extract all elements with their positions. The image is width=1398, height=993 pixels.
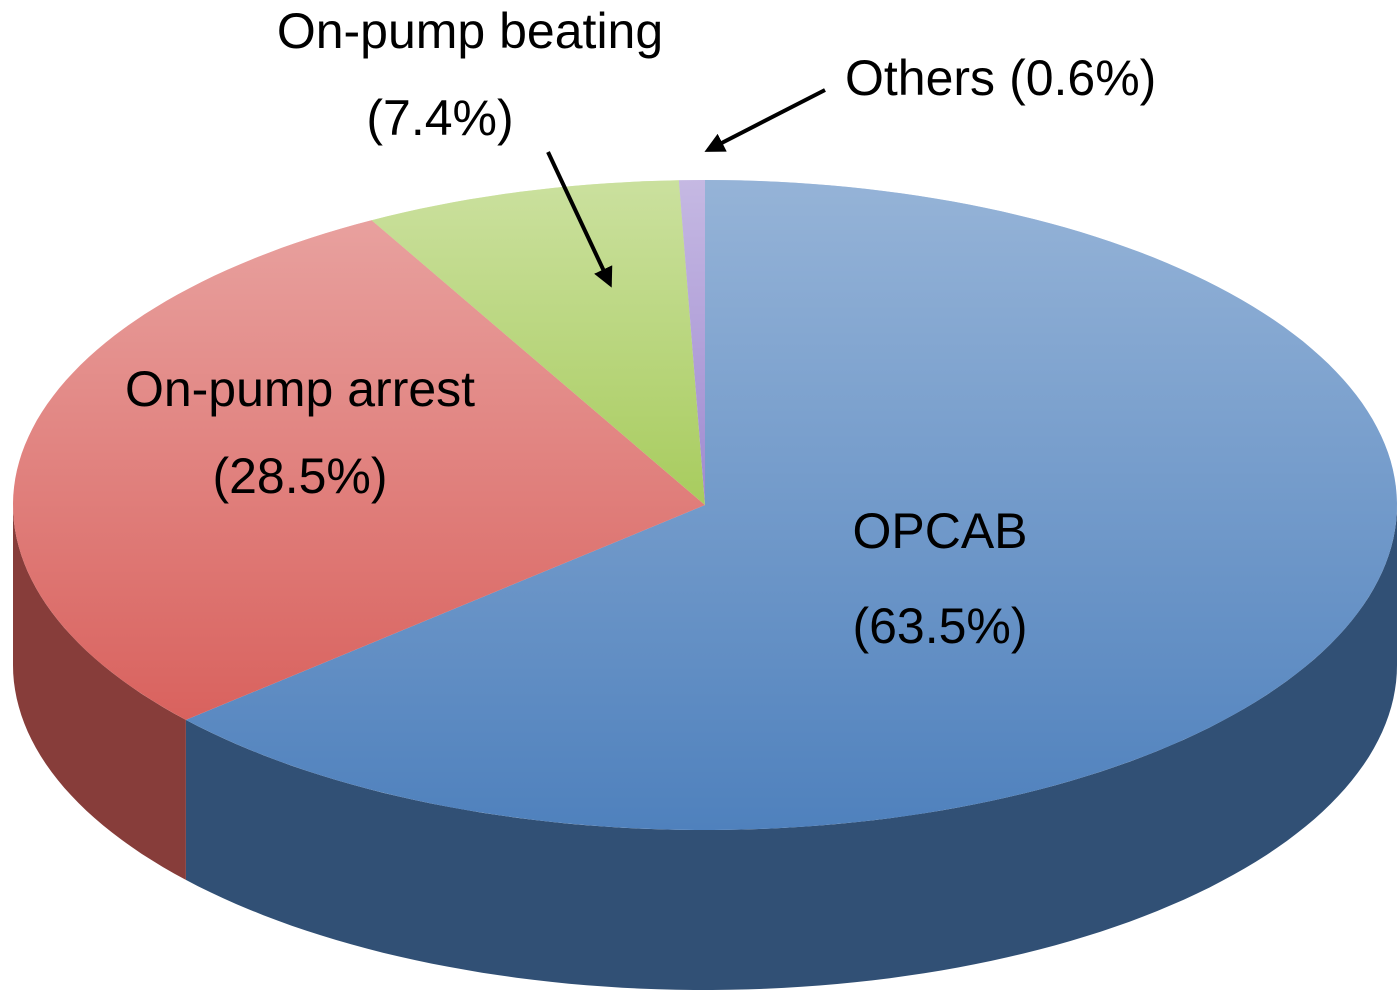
arrow: [704, 88, 826, 152]
slice-label: OPCAB: [852, 503, 1027, 559]
slice-shine: [185, 180, 1397, 830]
pie-tops: [13, 180, 1397, 830]
slice-label: On-pump beating: [277, 3, 663, 59]
value-label: (63.5%): [852, 598, 1027, 654]
slice-side: [185, 505, 1397, 990]
value-label: (0.6%): [1009, 50, 1156, 106]
slice-shine: [371, 180, 705, 505]
slice-label: On-pump arrest: [125, 361, 475, 417]
pie-sides: [13, 505, 1397, 990]
labels: OPCAB (63.5%) On-pump arrest (28.5%) On-pump…: [125, 3, 1156, 654]
value-label: (28.5%): [212, 448, 387, 504]
slice-label: Others: [845, 50, 995, 106]
arrow: [546, 151, 613, 288]
slice-shine: [13, 220, 705, 720]
slice-shine: [678, 180, 705, 505]
slice-side: [13, 505, 186, 880]
value-label: (7.4%): [366, 90, 513, 146]
slice-label-group: Others (0.6%): [845, 50, 1156, 106]
